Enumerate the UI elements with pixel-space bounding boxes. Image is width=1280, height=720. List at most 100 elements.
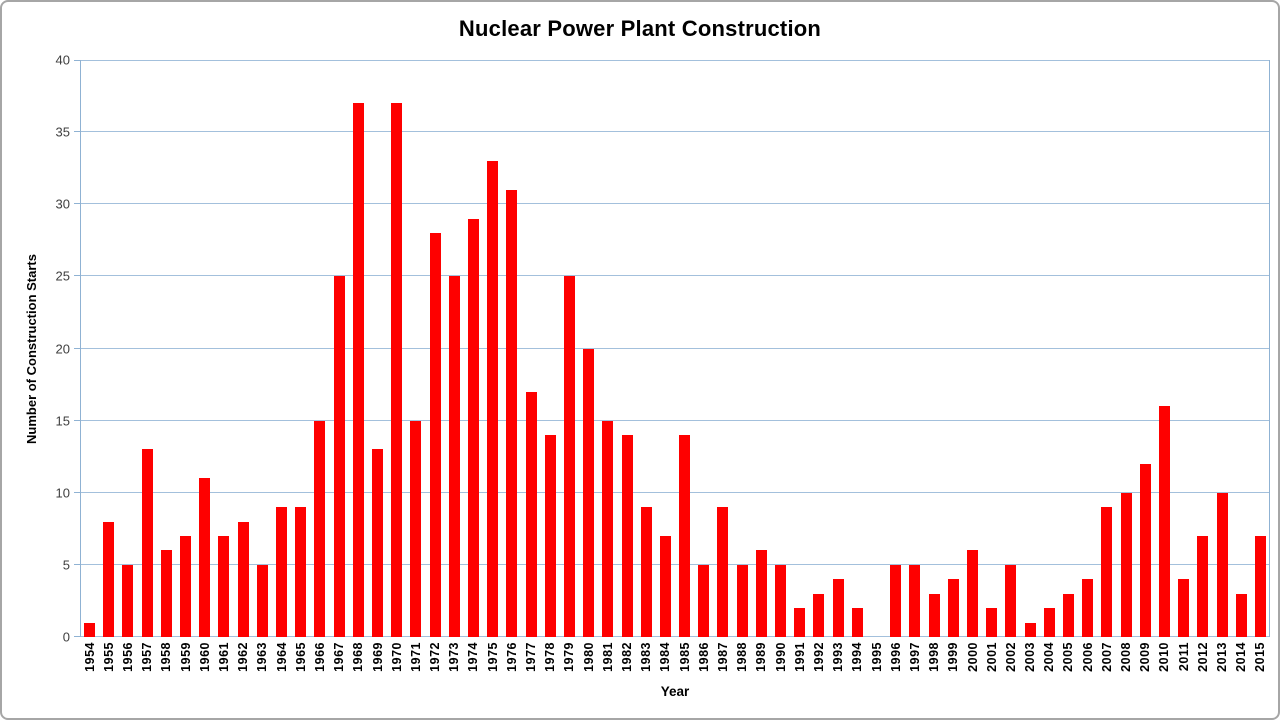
- bar-2001: [986, 608, 998, 637]
- x-axis-tick-label-2012: 2012: [1195, 642, 1210, 672]
- bar-1960: [199, 478, 211, 637]
- bar-2003: [1024, 622, 1036, 637]
- y-axis-tick-label-5: 5: [62, 557, 70, 573]
- bar-2008: [1120, 492, 1132, 637]
- x-axis-tick-label-1991: 1991: [792, 642, 807, 672]
- bar-1963: [256, 564, 268, 637]
- x-axis-tick-label-1982: 1982: [620, 642, 635, 672]
- bar-1979: [563, 276, 575, 637]
- bar-1968: [352, 103, 364, 637]
- x-axis-tick-label-2003: 2003: [1023, 642, 1038, 672]
- x-axis-tick-label-1956: 1956: [120, 642, 135, 672]
- bar-1969: [372, 449, 383, 637]
- y-axis-tick: [74, 636, 80, 637]
- x-axis-tick-label-2005: 2005: [1061, 642, 1076, 672]
- x-axis-tick-label-1972: 1972: [428, 642, 443, 672]
- bar-1996: [890, 564, 902, 637]
- left-axis-line: [80, 60, 81, 637]
- right-axis-line: [1269, 60, 1270, 637]
- x-axis-tick-label-1971: 1971: [408, 642, 423, 672]
- y-axis-tick: [74, 203, 80, 205]
- bar-1954: [84, 622, 96, 637]
- x-axis-tick-label-1980: 1980: [581, 642, 596, 672]
- x-axis-tick-label-1995: 1995: [869, 642, 884, 672]
- x-axis-tick-label-1999: 1999: [946, 642, 961, 672]
- bar-1978: [544, 435, 556, 637]
- bar-2014: [1235, 593, 1247, 637]
- gridline-y-15: [80, 419, 1270, 421]
- bar-1984: [659, 536, 671, 637]
- bar-1955: [103, 521, 115, 637]
- bar-1980: [583, 348, 595, 637]
- bar-1972: [429, 233, 441, 637]
- x-axis-title: Year: [660, 684, 690, 699]
- x-axis-tick-label-2004: 2004: [1042, 642, 1057, 672]
- x-axis-tick-label-1992: 1992: [811, 642, 826, 672]
- x-axis-tick-label-1973: 1973: [447, 642, 462, 672]
- bar-2012: [1197, 536, 1209, 637]
- x-axis-tick-label-1976: 1976: [504, 642, 519, 672]
- x-axis-tick-label-1997: 1997: [907, 642, 922, 672]
- x-axis-tick-label-2007: 2007: [1099, 642, 1114, 672]
- y-axis-tick-label-0: 0: [62, 629, 70, 645]
- bar-2007: [1101, 507, 1113, 637]
- x-axis-tick-label-1969: 1969: [370, 642, 385, 672]
- bar-1988: [736, 564, 748, 637]
- bar-1974: [467, 218, 479, 637]
- x-axis-tick-label-1975: 1975: [485, 642, 500, 672]
- gridline-y-35: [80, 131, 1270, 133]
- bar-1989: [755, 550, 767, 637]
- bar-1961: [218, 536, 230, 637]
- bar-1990: [775, 564, 787, 637]
- x-axis-tick-label-2008: 2008: [1119, 642, 1134, 672]
- bar-1956: [122, 564, 134, 637]
- bar-1966: [314, 420, 326, 637]
- x-axis-tick-label-1963: 1963: [255, 642, 270, 672]
- gridline-y-20: [80, 347, 1270, 349]
- x-axis-tick-label-1987: 1987: [715, 642, 730, 672]
- gridline-y-40: [80, 60, 1270, 61]
- x-axis-tick-label-2009: 2009: [1138, 642, 1153, 672]
- bar-1998: [928, 593, 940, 637]
- bar-1992: [813, 593, 825, 637]
- x-axis-tick-label-1977: 1977: [524, 642, 539, 672]
- y-axis-tick: [74, 419, 80, 421]
- x-axis-tick-label-1964: 1964: [274, 642, 289, 672]
- bar-2010: [1158, 406, 1170, 637]
- bar-1957: [141, 449, 153, 637]
- x-axis-tick-label-2013: 2013: [1215, 642, 1230, 672]
- bar-1959: [180, 536, 192, 637]
- x-axis-tick-label-2002: 2002: [1003, 642, 1018, 672]
- y-axis-tick-label-30: 30: [55, 196, 70, 212]
- bar-1999: [947, 579, 959, 637]
- x-axis-tick-label-1988: 1988: [735, 642, 750, 672]
- bar-1973: [448, 276, 460, 637]
- x-axis-tick-label-2006: 2006: [1080, 642, 1095, 672]
- bar-1967: [333, 276, 345, 637]
- y-axis-tick-label-40: 40: [55, 52, 70, 68]
- gridline-y-25: [80, 275, 1270, 277]
- y-axis-tick-label-10: 10: [55, 485, 70, 501]
- x-axis-tick-label-1984: 1984: [658, 642, 673, 672]
- x-axis-tick-label-1986: 1986: [696, 642, 711, 672]
- bar-1971: [410, 420, 422, 637]
- x-axis-tick-label-1994: 1994: [850, 642, 865, 672]
- x-axis-tick-label-1981: 1981: [600, 642, 615, 672]
- y-axis-tick: [74, 131, 80, 133]
- x-axis-tick-label-1954: 1954: [82, 642, 97, 672]
- bar-1965: [295, 507, 307, 637]
- y-axis-tick: [74, 60, 80, 61]
- bar-1985: [679, 435, 691, 637]
- bar-1977: [525, 391, 537, 637]
- x-axis-tick-label-1958: 1958: [159, 642, 174, 672]
- bar-2011: [1178, 579, 1190, 637]
- x-axis-tick-label-1955: 1955: [101, 642, 116, 672]
- plot-area: 0 5 10 15 20 25 30 35 40 1954 1955 1956 1957 1958 1959…: [56, 53, 1270, 672]
- y-axis-tick: [74, 347, 80, 349]
- x-axis-tick-label-1983: 1983: [639, 642, 654, 672]
- gridline-y-0: [80, 636, 1270, 637]
- bar-2005: [1062, 593, 1074, 637]
- x-axis-tick-label-1993: 1993: [831, 642, 846, 672]
- y-axis-tick: [74, 275, 80, 277]
- y-axis-tick-label-25: 25: [55, 268, 70, 284]
